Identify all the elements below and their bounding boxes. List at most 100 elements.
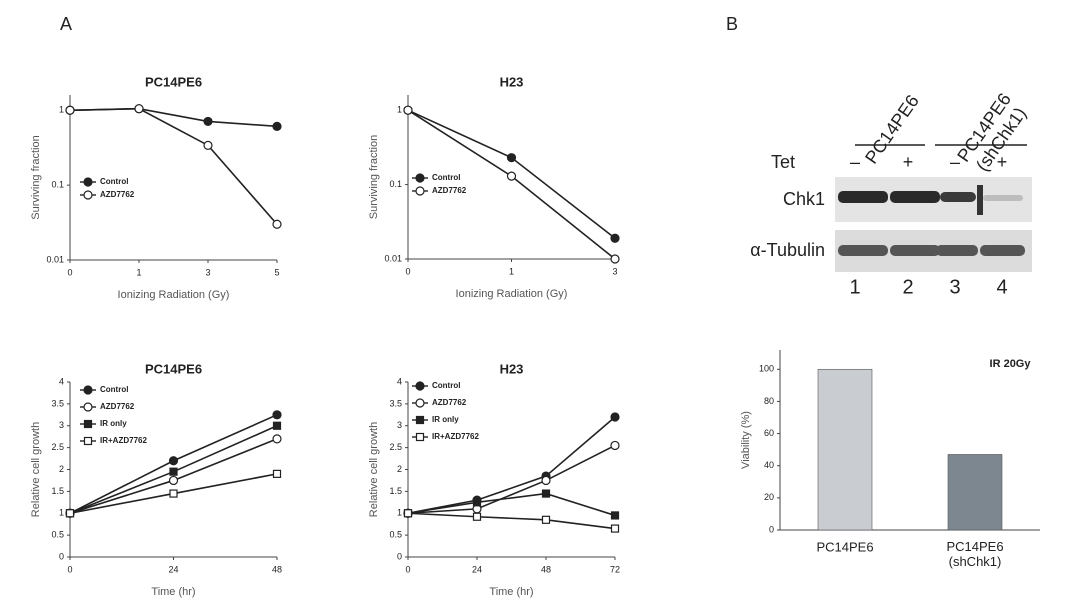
y-tick-label: 2 <box>59 464 64 474</box>
legend-marker <box>83 436 93 446</box>
marker <box>403 509 413 518</box>
y-tick-label: 20 <box>764 492 774 502</box>
y-axis-label: Relative cell growth <box>368 422 380 517</box>
marker <box>472 512 482 521</box>
legend-marker <box>415 173 425 183</box>
legend-label: AZD7762 <box>432 186 467 195</box>
marker <box>168 456 179 466</box>
y-tick-label: 0.1 <box>389 179 402 189</box>
y-tick-label: 2.5 <box>51 442 64 452</box>
legend-marker <box>415 415 425 425</box>
x-axis-label: Ionizing Radiation (Gy) <box>118 289 230 301</box>
marker <box>65 509 75 518</box>
legend-label: Control <box>100 385 128 394</box>
y-axis-label: Viability (%) <box>740 411 752 469</box>
legend-label: IR only <box>432 415 459 424</box>
treatment-label: Tet <box>771 152 795 172</box>
marker <box>506 153 517 163</box>
y-axis-label: Surviving fraction <box>30 135 42 219</box>
legend-marker <box>83 177 93 187</box>
legend-label: IR only <box>100 419 127 428</box>
series-line <box>407 512 616 530</box>
group-label: PC14PE6 <box>861 91 923 167</box>
x-tick-label: 0 <box>67 564 72 574</box>
marker <box>472 498 482 507</box>
x-tick-label: 48 <box>541 564 551 574</box>
y-axis-label: Surviving fraction <box>368 135 380 219</box>
marker <box>541 475 551 486</box>
x-tick-label: 24 <box>168 564 178 574</box>
marker <box>272 410 282 420</box>
band <box>890 191 940 203</box>
x-axis-label: Ionizing Radiation (Gy) <box>456 288 568 300</box>
marker <box>168 475 179 486</box>
x-tick-label: 48 <box>272 564 282 574</box>
marker <box>272 434 282 444</box>
marker <box>272 219 282 229</box>
bar <box>817 368 873 531</box>
marker <box>541 489 551 498</box>
x-tick-label: 3 <box>205 267 210 277</box>
y-tick-label: 40 <box>764 460 774 470</box>
legend-label: AZD7762 <box>432 398 467 407</box>
x-tick-label: 0 <box>405 266 410 276</box>
y-tick-label: 2.5 <box>389 442 402 452</box>
legend-marker <box>83 419 93 429</box>
legend-label: Control <box>432 173 460 182</box>
row-label: α-Tubulin <box>750 240 825 260</box>
y-tick-label: 0.01 <box>46 254 64 264</box>
y-tick-label: 0 <box>59 551 64 561</box>
x-tick-label: 0 <box>405 564 410 574</box>
legend-marker <box>83 190 93 200</box>
panel-label: B <box>726 14 738 34</box>
series-line <box>69 107 278 128</box>
marker <box>403 105 413 115</box>
x-tick-label: 1 <box>136 267 141 277</box>
y-tick-label: 1.5 <box>51 486 64 496</box>
bar <box>947 454 1003 531</box>
y-tick-label: 4 <box>59 376 64 386</box>
y-tick-label: 0.5 <box>389 530 402 540</box>
series-line <box>407 109 616 260</box>
lane-sign: – <box>950 152 960 172</box>
y-tick-label: 60 <box>764 428 774 438</box>
x-tick-label: 1 <box>509 266 514 276</box>
y-tick-label: 1 <box>59 508 64 518</box>
y-tick-label: 3 <box>59 420 64 430</box>
marker <box>65 105 75 115</box>
legend-marker <box>415 432 425 442</box>
marker <box>610 511 620 520</box>
marker <box>610 524 620 533</box>
marker <box>272 421 282 430</box>
x-tick-label: PC14PE6 (shChk1) <box>946 539 1003 569</box>
band <box>983 195 1023 201</box>
band <box>838 191 888 203</box>
marker <box>203 116 213 127</box>
chart-title: H23 <box>500 74 524 89</box>
panel-label: A <box>60 14 72 34</box>
chart-title: PC14PE6 <box>145 74 202 89</box>
marker <box>506 171 517 181</box>
x-axis-label: Time (hr) <box>489 586 533 598</box>
y-tick-label: 0.1 <box>51 180 64 190</box>
marker <box>610 440 620 451</box>
band <box>980 245 1025 256</box>
lane-number: 3 <box>949 276 960 298</box>
y-tick-label: 80 <box>764 396 774 406</box>
y-tick-label: 1 <box>59 105 64 115</box>
band <box>890 245 940 256</box>
x-tick-label: 5 <box>274 267 279 277</box>
annotation: IR 20Gy <box>990 358 1032 370</box>
legend-marker <box>415 381 425 391</box>
lane-number: 1 <box>849 276 860 298</box>
legend-marker <box>83 402 93 412</box>
y-tick-label: 1 <box>397 508 402 518</box>
y-tick-label: 1 <box>397 105 402 115</box>
chart-title: H23 <box>500 361 524 376</box>
lane-number: 2 <box>902 276 913 298</box>
legend-marker <box>415 398 425 408</box>
row-label: Chk1 <box>783 189 825 209</box>
chart-title: PC14PE6 <box>145 361 202 376</box>
x-tick-label: 72 <box>610 564 620 574</box>
